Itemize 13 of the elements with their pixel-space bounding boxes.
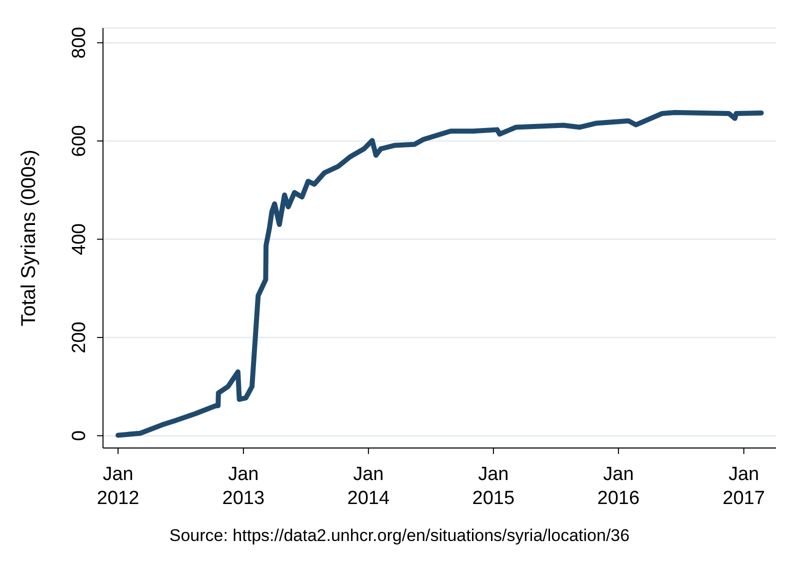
x-tick-label: Jan 2015 bbox=[472, 464, 515, 509]
x-tick-label: Jan 2012 bbox=[96, 464, 140, 509]
x-tick-label: Jan 2014 bbox=[347, 464, 390, 509]
y-tick-label: 400 bbox=[69, 223, 90, 256]
source-note: Source: https://data2.unhcr.org/en/situations/syria/location/36 bbox=[168, 526, 631, 546]
y-tick-label: 0 bbox=[69, 430, 90, 442]
x-tick-label: Jan 2017 bbox=[722, 464, 765, 509]
x-tick-label: Jan 2016 bbox=[597, 464, 640, 509]
y-tick-label: 200 bbox=[69, 322, 90, 354]
x-tick-label: Jan 2013 bbox=[222, 464, 265, 509]
y-axis-title: Total Syrians (000s) bbox=[18, 150, 40, 326]
y-tick-label: 800 bbox=[69, 26, 90, 59]
y-tick-label: 600 bbox=[69, 125, 90, 157]
